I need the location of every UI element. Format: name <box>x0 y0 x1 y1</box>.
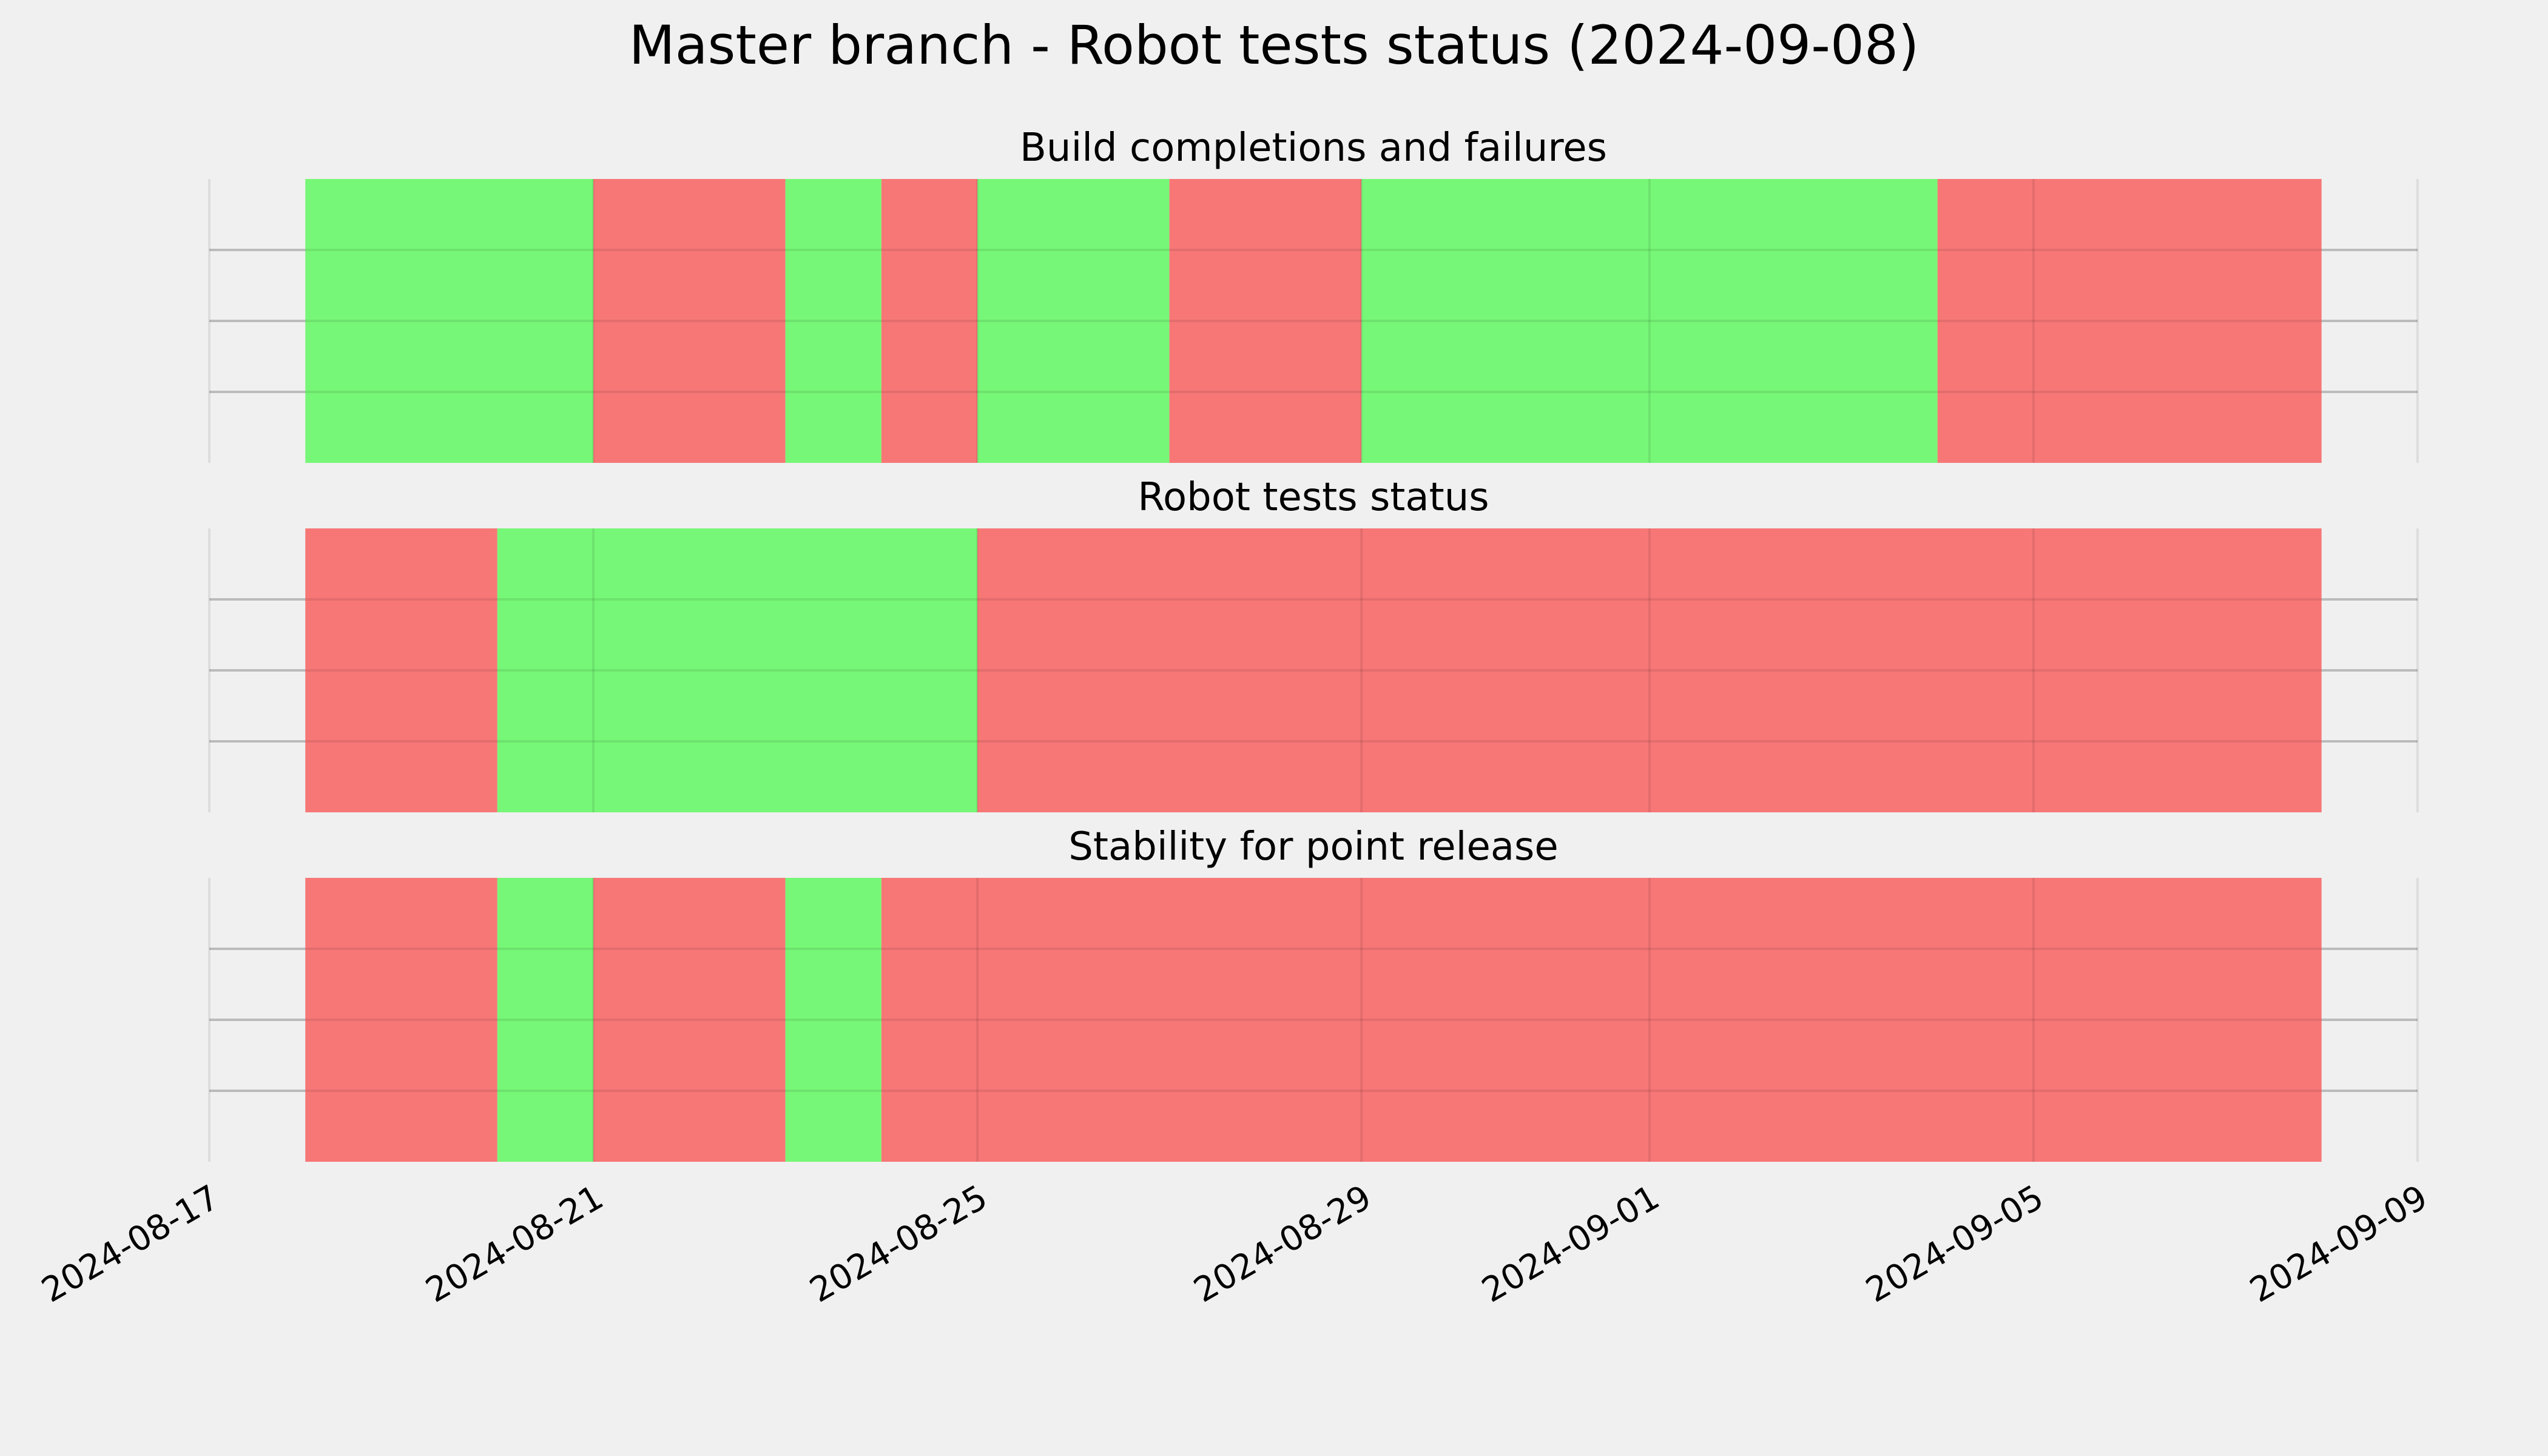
panel-1: Build completions and failures <box>208 126 2419 463</box>
status-segment-pass <box>497 528 978 812</box>
status-segment-fail <box>977 528 2322 812</box>
status-segment-fail <box>1937 179 2322 463</box>
status-segment-pass <box>305 179 594 463</box>
status-segment-fail <box>881 878 2322 1162</box>
status-segment-pass <box>977 179 1170 463</box>
chart-title: Master branch - Robot tests status (2024… <box>629 14 1919 76</box>
status-segment-fail <box>305 528 497 812</box>
status-segment-fail <box>593 878 786 1162</box>
status-segment-pass <box>785 179 881 463</box>
panel-title: Robot tests status <box>1138 475 1489 520</box>
status-segment-pass <box>497 878 594 1162</box>
panel-2: Robot tests status <box>208 475 2419 812</box>
panels: Build completions and failures Robot test… <box>208 126 2419 1162</box>
panel-3: Stability for point release <box>208 824 2419 1162</box>
status-segment-fail <box>593 179 786 463</box>
status-segment-pass <box>785 878 881 1162</box>
status-segment-fail <box>881 179 978 463</box>
status-segment-pass <box>1361 179 1938 463</box>
status-segment-fail <box>1169 179 1362 463</box>
panel-title: Build completions and failures <box>1020 126 1607 170</box>
status-segment-fail <box>305 878 497 1162</box>
panel-title: Stability for point release <box>1068 824 1559 869</box>
